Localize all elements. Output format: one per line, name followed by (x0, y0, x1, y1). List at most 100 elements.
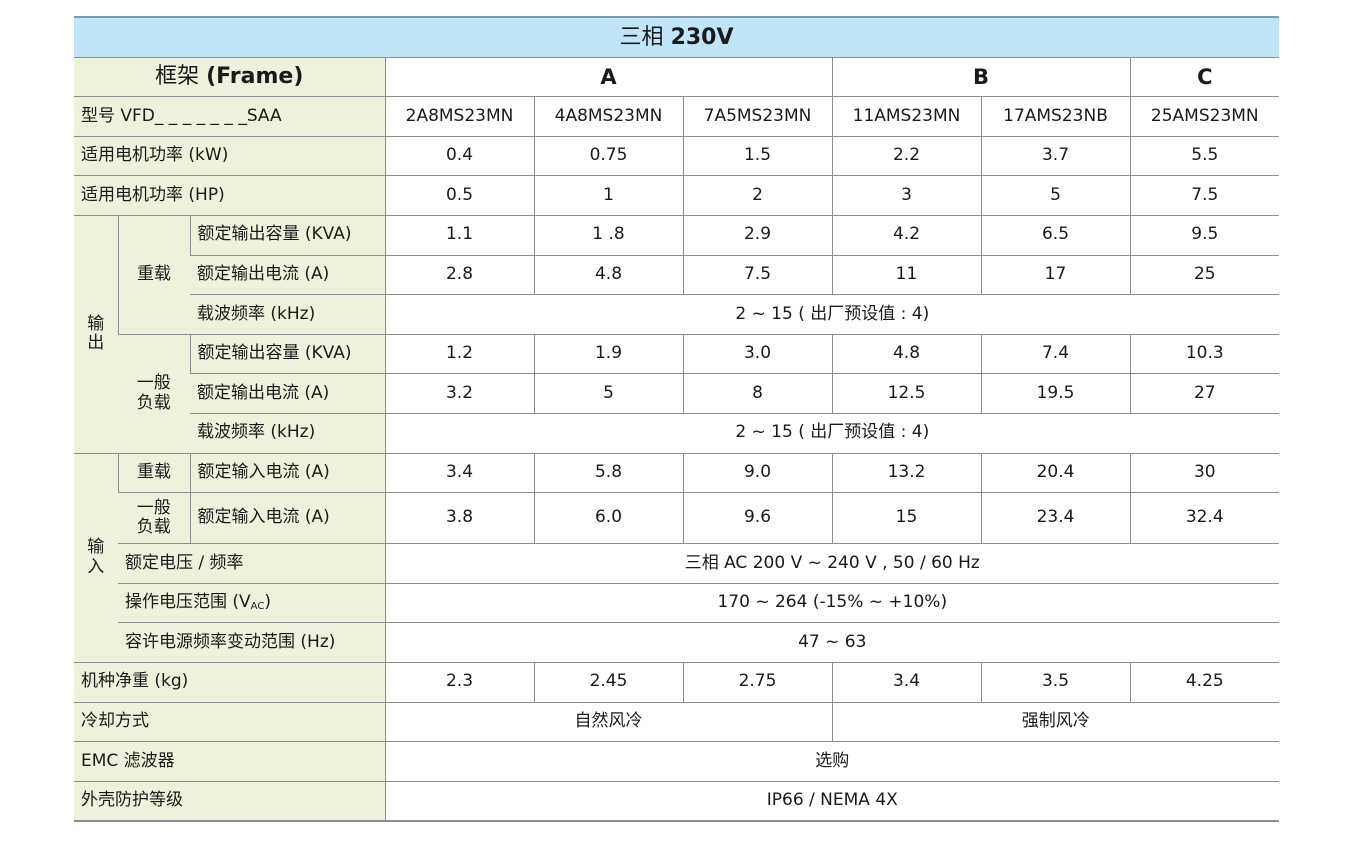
input-heavy-row: 输 入 重载 额定输入电流 (A) 3.4 5.8 9.0 13.2 20.4 … (74, 452, 1280, 663)
value-cell: 3.0 (682, 333, 832, 375)
value-cell: 6.0 (533, 492, 683, 545)
value-cell: 17 (980, 254, 1130, 296)
value-cell: 23.4 (980, 492, 1130, 545)
frame-c: C (1129, 56, 1280, 98)
input-voltage-value: 三相 AC 200 V ~ 240 V , 50 / 60 Hz (384, 543, 1280, 584)
emc-value: 选购 (384, 741, 1280, 782)
value-cell: 2.8 (384, 254, 534, 296)
value-cell: 6.5 (980, 214, 1130, 256)
output-heavy-carrier-value: 2 ~ 15 ( 出厂预设值 : 4) (384, 294, 1280, 335)
value-cell: 11 (831, 254, 981, 296)
model-cell: 25AMS23MN (1129, 96, 1280, 137)
value-cell: 1 (533, 175, 683, 216)
value-cell: 2 (682, 175, 832, 216)
cooling-label: 冷却方式 (74, 701, 385, 743)
input-voltage-label: 额定电压 / 频率 (118, 543, 385, 584)
enclosure-label: 外壳防护等级 (74, 780, 385, 823)
value-cell: 30 (1129, 452, 1280, 494)
operating-label-sub: AC (250, 601, 265, 613)
value-cell: 3.2 (384, 373, 534, 414)
frame-label: 框架 (Frame) (74, 56, 385, 98)
input-heavy-label: 重载 (117, 452, 190, 494)
value-cell: 0.4 (384, 135, 534, 177)
value-cell: 3.5 (980, 661, 1130, 703)
input-char-2: 入 (87, 556, 105, 577)
input-operating-label: 操作电压范围 (VAC) (118, 582, 385, 624)
output-char-1: 输 (87, 313, 105, 334)
input-normal-line-2: 负载 (136, 517, 171, 538)
value-cell: 2.45 (533, 661, 683, 703)
value-cell: 25 (1129, 254, 1280, 296)
value-cell: 9.5 (1129, 214, 1280, 256)
model-cell: 2A8MS23MN (384, 96, 534, 137)
motor-hp-row: 适用电机功率 (HP) 0.5 1 2 3 5 7.5 (74, 175, 1280, 216)
output-normal-kva-row: 一般 负载 额定输出容量 (KVA) 1.2 1.9 3.0 4.8 7.4 1… (74, 333, 1280, 454)
value-cell: 5.8 (533, 452, 683, 494)
input-freq-row: 容许电源频率变动范围 (Hz) 47 ~ 63 (74, 622, 1280, 663)
input-freq-value: 47 ~ 63 (384, 622, 1280, 663)
output-normal-label: 一般 负载 (118, 333, 190, 454)
value-cell: 20.4 (980, 452, 1130, 494)
spec-table: 三相 230V 框架 (Frame) A B C 型号 VFD_ _ _ _ _… (74, 15, 1280, 823)
title-prefix: 三相 (619, 24, 664, 50)
value-cell: 2.2 (831, 135, 981, 177)
frame-a: A (384, 56, 832, 98)
value-cell: 27 (1129, 373, 1280, 414)
value-cell: 3.4 (831, 661, 981, 703)
output-heavy-label: 重载 (117, 214, 190, 335)
input-voltage-row: 额定电压 / 频率 三相 AC 200 V ~ 240 V , 50 / 60 … (74, 543, 1280, 584)
model-row: 型号 VFD_ _ _ _ _ _ _SAA 2A8MS23MN 4A8MS23… (74, 96, 1280, 137)
value-cell: 19.5 (980, 373, 1130, 414)
input-group-label: 输 入 (74, 452, 118, 663)
output-heavy-current-row: 额定输出电流 (A) 2.8 4.8 7.5 11 17 25 (74, 254, 1280, 296)
value-cell: 10.3 (1129, 333, 1280, 375)
value-cell: 12.5 (831, 373, 981, 414)
input-operating-row: 操作电压范围 (VAC) 170 ~ 264 (-15% ~ +10%) (74, 582, 1280, 624)
motor-hp-label: 适用电机功率 (HP) (74, 175, 385, 216)
value-cell: 15 (831, 492, 981, 545)
value-cell: 5 (533, 373, 683, 414)
value-cell: 1 .8 (533, 214, 683, 256)
output-group-label: 输 出 (74, 214, 118, 454)
value-cell: 4.8 (533, 254, 683, 296)
frame-row: 框架 (Frame) A B C (74, 56, 1280, 98)
frame-b: B (831, 56, 1130, 98)
output-normal-carrier-label: 载波频率 (kHz) (190, 412, 385, 454)
cooling-forced: 强制风冷 (831, 701, 1280, 743)
normal-line-2: 负载 (136, 392, 171, 413)
weight-row: 机种净重 (kg) 2.3 2.45 2.75 3.4 3.5 4.25 (74, 661, 1280, 703)
value-cell: 1.9 (533, 333, 683, 375)
normal-line-1: 一般 (136, 373, 171, 394)
value-cell: 2.9 (682, 214, 832, 256)
value-cell: 1.5 (682, 135, 832, 177)
motor-kw-label: 适用电机功率 (kW) (74, 135, 385, 177)
model-cell: 7A5MS23MN (682, 96, 832, 137)
output-char-2: 出 (87, 333, 105, 354)
value-cell: 5 (980, 175, 1130, 216)
value-cell: 2.75 (682, 661, 832, 703)
value-cell: 3 (831, 175, 981, 216)
input-heavy-current-label: 额定输入电流 (A) (189, 452, 385, 494)
frame-label-en: (Frame) (206, 64, 304, 90)
frame-label-cn: 框架 (155, 64, 200, 90)
value-cell: 8 (682, 373, 832, 414)
model-label: 型号 VFD_ _ _ _ _ _ _SAA (74, 96, 385, 137)
value-cell: 0.5 (384, 175, 534, 216)
output-normal-carrier-row: 载波频率 (kHz) 2 ~ 15 ( 出厂预设值 : 4) (74, 412, 1280, 454)
output-normal-current-row: 额定输出电流 (A) 3.2 5 8 12.5 19.5 27 (74, 373, 1280, 414)
value-cell: 3.8 (384, 492, 534, 545)
output-heavy-kva-row: 输 出 重载 额定输出容量 (KVA) 1.1 1 .8 2.9 4.2 6.5… (74, 214, 1280, 454)
operating-label-main: 操作电压范围 (V (125, 592, 251, 613)
value-cell: 2.3 (384, 661, 534, 703)
value-cell: 7.4 (980, 333, 1130, 375)
input-char-1: 输 (87, 537, 105, 558)
input-normal-row: 一般 负载 额定输入电流 (A) 3.8 6.0 9.6 15 23.4 32.… (74, 492, 1280, 545)
value-cell: 4.8 (831, 333, 981, 375)
model-cell: 17AMS23NB (980, 96, 1130, 137)
title-voltage: 230V (670, 24, 734, 50)
output-heavy-carrier-row: 载波频率 (kHz) 2 ~ 15 ( 出厂预设值 : 4) (74, 294, 1280, 335)
value-cell: 3.7 (980, 135, 1130, 177)
value-cell: 3.4 (384, 452, 534, 494)
input-normal-label: 一般 负载 (118, 492, 190, 545)
input-operating-value: 170 ~ 264 (-15% ~ +10%) (384, 582, 1280, 624)
